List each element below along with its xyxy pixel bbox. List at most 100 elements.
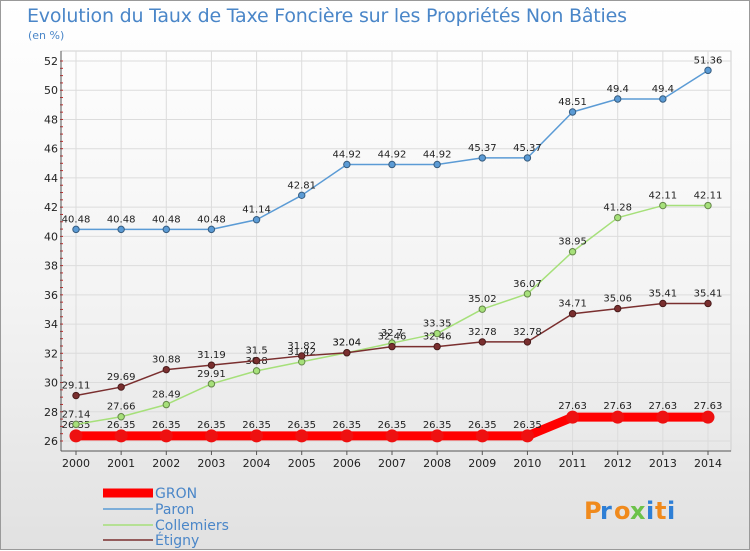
data-point	[207, 225, 216, 234]
x-tick-label: 2012	[604, 457, 632, 470]
data-label: 29.91	[197, 369, 226, 380]
y-tick-label: 40	[44, 230, 58, 243]
data-point	[162, 400, 170, 409]
data-label: 48.51	[558, 97, 587, 108]
data-label: 35.02	[468, 294, 497, 305]
data-label: 35.41	[649, 288, 678, 299]
data-point	[568, 248, 577, 256]
data-point	[252, 367, 261, 375]
data-label: 49.4	[652, 84, 674, 95]
data-point	[659, 201, 667, 210]
data-label: 26.35	[107, 420, 136, 431]
y-tick-label: 50	[44, 84, 58, 97]
data-point	[207, 361, 216, 369]
data-point	[433, 329, 441, 338]
logo-letter: o	[614, 497, 631, 525]
data-point	[523, 290, 532, 298]
data-label: 40.48	[62, 214, 91, 225]
data-label: 40.48	[152, 214, 181, 225]
legend-label: Étigny	[155, 532, 199, 549]
data-point	[704, 201, 712, 210]
data-label: 32.78	[468, 327, 497, 338]
data-label: 41.14	[242, 205, 271, 216]
data-point	[72, 420, 80, 429]
data-label: 51.36	[694, 55, 723, 66]
data-point	[295, 429, 309, 443]
data-point	[433, 342, 441, 351]
data-point	[523, 338, 532, 346]
legend-label: GRON	[155, 486, 197, 502]
data-point	[611, 410, 625, 424]
data-label: 31.5	[245, 346, 267, 357]
logo-letter: t	[655, 497, 666, 525]
data-label: 34.71	[558, 299, 587, 310]
data-label: 41.28	[603, 203, 632, 214]
data-point	[114, 429, 128, 443]
data-label: 30.88	[152, 355, 181, 366]
data-point	[204, 429, 218, 443]
data-label: 32.04	[333, 338, 362, 349]
chart-title: Evolution du Taux de Taxe Foncière sur l…	[27, 5, 627, 27]
data-point	[298, 191, 306, 200]
x-tick-label: 2001	[107, 457, 135, 470]
data-point	[523, 154, 532, 162]
data-label: 42.11	[694, 191, 723, 202]
data-label: 26.35	[287, 420, 316, 431]
x-tick-label: 2006	[333, 457, 361, 470]
data-label: 32.46	[378, 332, 407, 343]
logo-letter: i	[646, 497, 654, 525]
data-label: 26.35	[333, 420, 362, 431]
data-point	[520, 429, 534, 443]
data-label: 27.63	[649, 401, 678, 412]
data-label: 32.46	[423, 332, 452, 343]
data-label: 26.35	[378, 420, 407, 431]
data-label: 26.35	[513, 420, 542, 431]
data-label: 28.49	[152, 390, 181, 401]
data-label: 26.35	[152, 420, 181, 431]
data-label: 45.37	[468, 143, 497, 154]
legend-label: Collemiers	[155, 518, 229, 534]
data-label: 35.06	[603, 294, 632, 305]
data-point	[656, 410, 670, 424]
data-point	[250, 429, 264, 443]
data-point	[117, 413, 125, 421]
data-label: 26.35	[468, 420, 497, 431]
y-tick-label: 48	[44, 113, 58, 126]
data-label: 38.95	[558, 237, 587, 248]
data-point	[659, 299, 667, 308]
data-label: 31.82	[287, 341, 316, 352]
x-tick-label: 2010	[513, 457, 541, 470]
data-label: 32.04	[333, 338, 362, 349]
x-tick-label: 2014	[694, 457, 722, 470]
y-tick-label: 34	[44, 318, 58, 331]
data-label: 49.4	[607, 84, 629, 95]
data-point	[298, 352, 306, 360]
data-label: 35.41	[694, 288, 723, 299]
logo-letter: i	[667, 497, 675, 525]
data-label: 42.81	[287, 180, 316, 191]
data-label: 29.11	[62, 381, 91, 392]
data-point	[478, 305, 486, 313]
x-tick-label: 2011	[559, 457, 587, 470]
data-point	[388, 342, 396, 351]
data-point	[69, 429, 83, 443]
x-tick-label: 2000	[62, 457, 90, 470]
data-label: 40.48	[107, 214, 136, 225]
data-point	[568, 108, 577, 116]
y-tick-label: 26	[44, 435, 58, 448]
data-point	[433, 160, 441, 169]
data-label: 27.63	[603, 401, 632, 412]
data-label: 32.78	[513, 327, 542, 338]
data-point	[568, 310, 577, 318]
data-point	[117, 225, 125, 234]
data-label: 45.37	[513, 143, 542, 154]
y-tick-label: 32	[44, 347, 58, 360]
logo-letter: r	[600, 497, 612, 525]
data-label: 36.07	[513, 279, 542, 290]
y-tick-label: 28	[44, 406, 58, 419]
data-label: 26.35	[197, 420, 226, 431]
data-label: 32.7	[381, 328, 403, 339]
data-point	[252, 356, 261, 365]
data-point	[340, 429, 354, 443]
data-label: 33.35	[423, 319, 452, 330]
